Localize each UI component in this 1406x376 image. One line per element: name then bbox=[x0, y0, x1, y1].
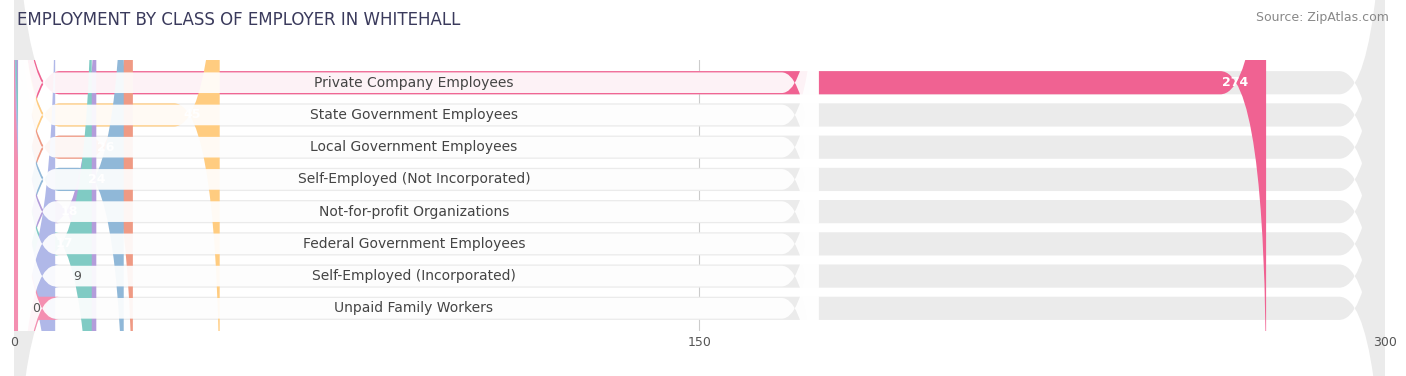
FancyBboxPatch shape bbox=[14, 0, 124, 376]
Text: 24: 24 bbox=[89, 173, 105, 186]
FancyBboxPatch shape bbox=[18, 0, 818, 330]
FancyBboxPatch shape bbox=[18, 0, 818, 376]
FancyBboxPatch shape bbox=[18, 61, 818, 376]
FancyBboxPatch shape bbox=[18, 0, 818, 376]
Text: State Government Employees: State Government Employees bbox=[309, 108, 517, 122]
FancyBboxPatch shape bbox=[18, 0, 818, 362]
FancyBboxPatch shape bbox=[14, 0, 1267, 376]
Text: EMPLOYMENT BY CLASS OF EMPLOYER IN WHITEHALL: EMPLOYMENT BY CLASS OF EMPLOYER IN WHITE… bbox=[17, 11, 460, 29]
Text: Private Company Employees: Private Company Employees bbox=[314, 76, 513, 90]
FancyBboxPatch shape bbox=[14, 0, 1385, 376]
FancyBboxPatch shape bbox=[10, 0, 60, 376]
FancyBboxPatch shape bbox=[18, 0, 818, 376]
Text: 26: 26 bbox=[97, 141, 115, 154]
FancyBboxPatch shape bbox=[14, 0, 96, 376]
FancyBboxPatch shape bbox=[14, 0, 134, 376]
Text: 0: 0 bbox=[32, 302, 41, 315]
FancyBboxPatch shape bbox=[14, 0, 1385, 376]
FancyBboxPatch shape bbox=[14, 0, 1385, 376]
FancyBboxPatch shape bbox=[14, 0, 1385, 376]
Text: Self-Employed (Not Incorporated): Self-Employed (Not Incorporated) bbox=[298, 173, 530, 186]
Text: Unpaid Family Workers: Unpaid Family Workers bbox=[335, 301, 494, 315]
FancyBboxPatch shape bbox=[18, 0, 818, 376]
Text: 274: 274 bbox=[1222, 76, 1249, 89]
Text: 45: 45 bbox=[184, 108, 201, 121]
FancyBboxPatch shape bbox=[14, 0, 1385, 376]
FancyBboxPatch shape bbox=[0, 0, 60, 376]
Text: 9: 9 bbox=[73, 270, 82, 283]
Text: Self-Employed (Incorporated): Self-Employed (Incorporated) bbox=[312, 269, 516, 283]
FancyBboxPatch shape bbox=[14, 0, 1385, 376]
FancyBboxPatch shape bbox=[14, 0, 1385, 376]
Text: Source: ZipAtlas.com: Source: ZipAtlas.com bbox=[1256, 11, 1389, 24]
Text: Not-for-profit Organizations: Not-for-profit Organizations bbox=[319, 205, 509, 218]
Text: 17: 17 bbox=[56, 237, 73, 250]
FancyBboxPatch shape bbox=[14, 0, 219, 376]
Text: Federal Government Employees: Federal Government Employees bbox=[302, 237, 526, 251]
Text: Local Government Employees: Local Government Employees bbox=[311, 140, 517, 154]
Text: 18: 18 bbox=[60, 205, 79, 218]
FancyBboxPatch shape bbox=[14, 0, 91, 376]
FancyBboxPatch shape bbox=[18, 29, 818, 376]
FancyBboxPatch shape bbox=[14, 0, 1385, 376]
